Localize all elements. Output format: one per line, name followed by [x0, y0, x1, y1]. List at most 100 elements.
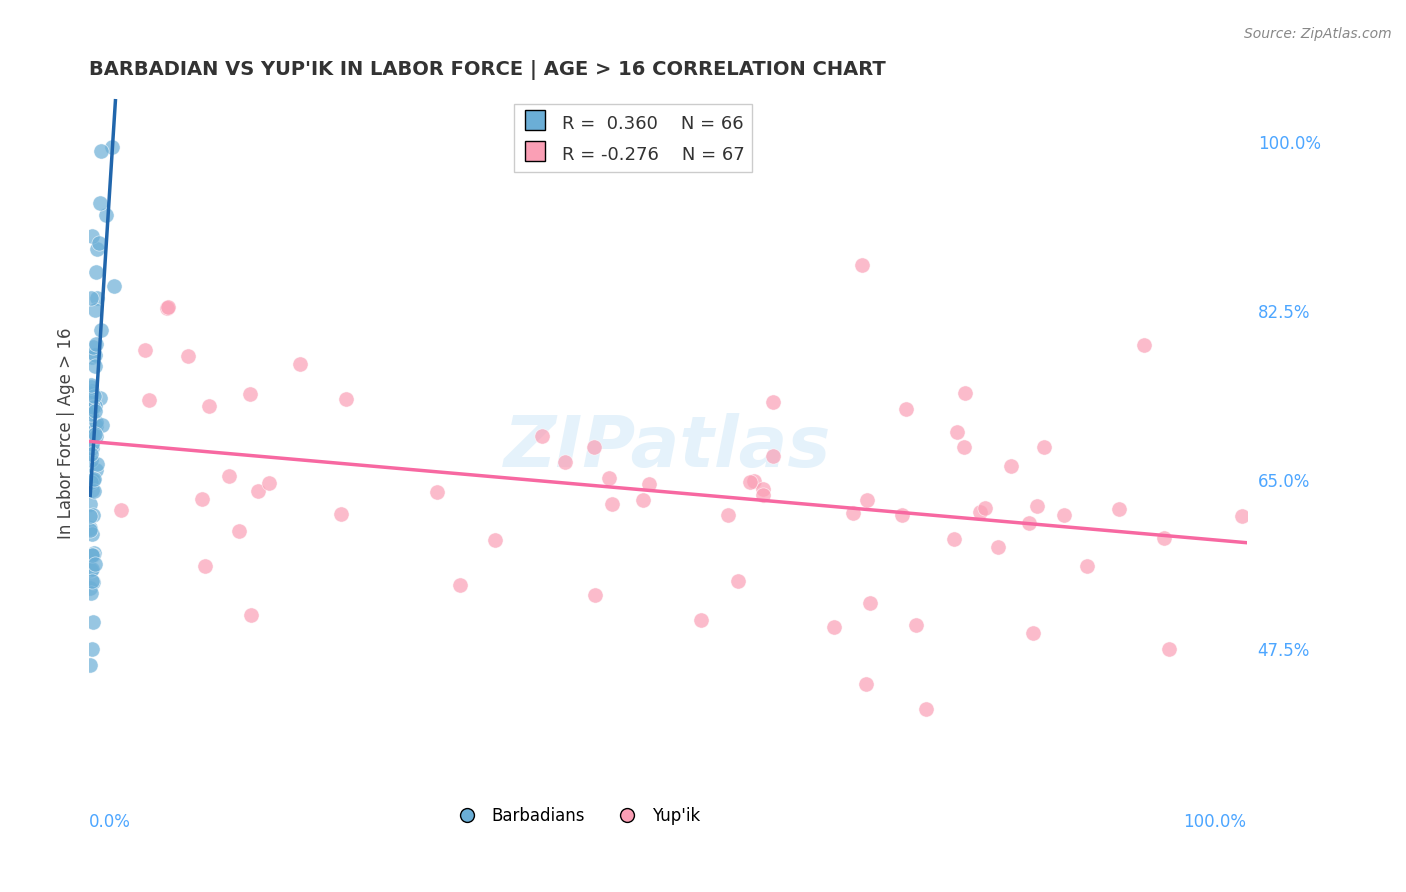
Point [290, 357, 312, 371]
Point [969, 505, 991, 519]
Point [90, 323, 112, 337]
Point [727, 574, 749, 588]
Text: 65.0%: 65.0% [1258, 473, 1310, 491]
Text: 82.5%: 82.5% [1258, 304, 1310, 322]
Point [82, 562, 104, 576]
Point [1053, 508, 1076, 522]
Point [82, 400, 104, 414]
Point [80, 380, 103, 394]
Point [82, 508, 104, 522]
Point [1000, 458, 1022, 473]
Point [946, 425, 969, 439]
Point [82, 437, 104, 451]
Point [79, 581, 101, 595]
Point [86, 242, 108, 256]
Point [842, 507, 865, 521]
Point [79, 586, 101, 600]
Point [82, 428, 104, 442]
Point [134, 343, 156, 358]
Point [79, 509, 101, 524]
Point [83, 359, 105, 373]
Point [80, 407, 103, 421]
Point [1108, 502, 1130, 516]
Point [89, 195, 111, 210]
Point [894, 401, 917, 416]
Point [974, 501, 997, 516]
Point [101, 139, 124, 153]
Point [83, 557, 105, 571]
Point [83, 399, 105, 413]
Point [637, 476, 659, 491]
Point [84, 336, 107, 351]
Point [1133, 338, 1156, 352]
Y-axis label: In Labor Force | Age > 16: In Labor Force | Age > 16 [58, 328, 75, 540]
Point [1076, 559, 1098, 574]
Point [554, 455, 576, 469]
Point [82, 574, 104, 589]
Point [86, 415, 108, 429]
Point [79, 657, 101, 672]
Point [82, 574, 104, 588]
Point [80, 475, 103, 489]
Point [335, 392, 357, 407]
Point [1153, 531, 1175, 545]
Point [83, 404, 105, 418]
Point [80, 563, 103, 577]
Point [80, 377, 103, 392]
Point [942, 532, 965, 546]
Point [84, 427, 107, 442]
Point [752, 488, 775, 502]
Legend: Barbadians, Yup'ik: Barbadians, Yup'ik [443, 800, 707, 831]
Point [89, 391, 111, 405]
Point [80, 442, 103, 456]
Point [905, 618, 928, 632]
Point [82, 548, 104, 562]
Point [83, 303, 105, 318]
Point [742, 474, 765, 488]
Point [689, 613, 711, 627]
Text: 0.0%: 0.0% [89, 813, 131, 830]
Point [855, 677, 877, 691]
Point [94, 208, 117, 222]
Point [90, 144, 112, 158]
Point [218, 468, 240, 483]
Point [752, 482, 775, 496]
Point [83, 546, 105, 560]
Point [717, 508, 740, 522]
Point [1025, 499, 1047, 513]
Point [80, 526, 103, 541]
Point [598, 471, 620, 485]
Point [82, 549, 104, 563]
Point [103, 279, 125, 293]
Point [89, 236, 111, 251]
Point [80, 425, 103, 439]
Text: ZIPatlas: ZIPatlas [505, 413, 831, 482]
Point [83, 483, 105, 498]
Point [83, 389, 105, 403]
Point [82, 474, 104, 488]
Point [257, 475, 280, 490]
Point [83, 348, 105, 362]
Point [84, 462, 107, 476]
Point [891, 508, 914, 522]
Point [915, 702, 938, 716]
Point [82, 483, 104, 497]
Point [449, 578, 471, 592]
Point [484, 533, 506, 548]
Point [80, 447, 103, 461]
Point [952, 440, 974, 454]
Point [953, 385, 976, 400]
Point [329, 507, 352, 521]
Point [110, 502, 132, 516]
Point [80, 404, 103, 418]
Point [738, 475, 761, 489]
Point [80, 291, 103, 305]
Point [80, 642, 103, 657]
Point [79, 385, 101, 400]
Point [156, 300, 179, 314]
Point [1230, 508, 1253, 523]
Point [239, 386, 262, 401]
Text: Source: ZipAtlas.com: Source: ZipAtlas.com [1244, 27, 1392, 41]
Point [177, 349, 200, 363]
Point [156, 301, 179, 315]
